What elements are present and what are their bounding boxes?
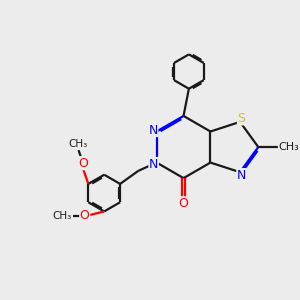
Text: N: N [149, 158, 158, 171]
Text: CH₃: CH₃ [278, 142, 299, 152]
Text: O: O [78, 157, 88, 170]
Text: O: O [80, 209, 90, 222]
Text: CH₃: CH₃ [52, 211, 71, 220]
Text: N: N [148, 124, 158, 136]
Text: CH₃: CH₃ [68, 139, 87, 149]
Text: O: O [178, 197, 188, 210]
Text: S: S [238, 112, 245, 125]
Text: N: N [237, 169, 246, 182]
